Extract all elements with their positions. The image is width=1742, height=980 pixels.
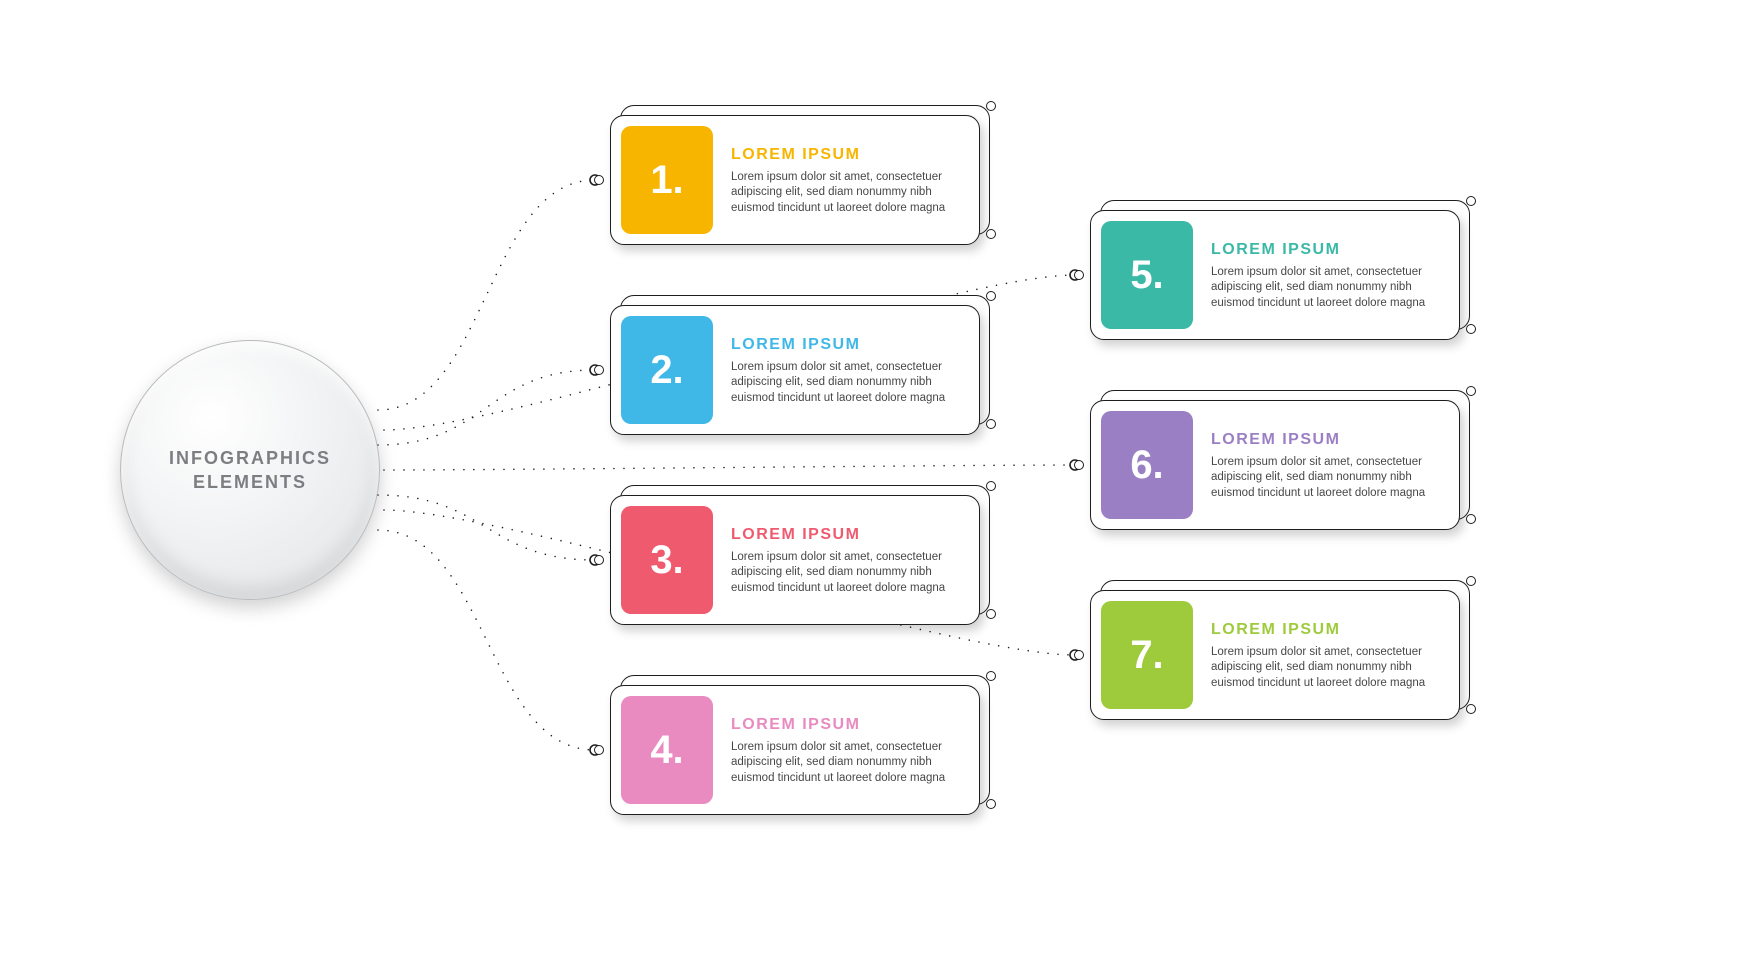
card-5: 5. LOREM IPSUM Lorem ipsum dolor sit amet,… — [1090, 210, 1460, 350]
card-body: LOREM IPSUM Lorem ipsum dolor sit amet, c… — [713, 116, 979, 244]
card-corner-dot-icon — [986, 101, 996, 111]
card-corner-dot-icon — [1466, 576, 1476, 586]
card-number-badge: 2. — [621, 316, 713, 424]
card-corner-dot-icon — [986, 419, 996, 429]
card-corner-dot-icon — [986, 291, 996, 301]
card-2: 2. LOREM IPSUM Lorem ipsum dolor sit amet,… — [610, 305, 980, 445]
card-corner-dot-icon — [986, 481, 996, 491]
connector-endpoint-icon — [1074, 650, 1084, 660]
card-6: 6. LOREM IPSUM Lorem ipsum dolor sit amet,… — [1090, 400, 1460, 540]
card-number-badge: 1. — [621, 126, 713, 234]
card-corner-dot-icon — [1466, 324, 1476, 334]
card-number-badge: 6. — [1101, 411, 1193, 519]
card-body: LOREM IPSUM Lorem ipsum dolor sit amet, c… — [713, 686, 979, 814]
card-desc: Lorem ipsum dolor sit amet, consectetuer… — [1211, 455, 1443, 502]
card-corner-dot-icon — [986, 799, 996, 809]
card-front: 5. LOREM IPSUM Lorem ipsum dolor sit amet,… — [1090, 210, 1460, 340]
card-front: 3. LOREM IPSUM Lorem ipsum dolor sit amet,… — [610, 495, 980, 625]
card-front: 7. LOREM IPSUM Lorem ipsum dolor sit amet,… — [1090, 590, 1460, 720]
card-front: 6. LOREM IPSUM Lorem ipsum dolor sit amet,… — [1090, 400, 1460, 530]
card-corner-dot-icon — [1466, 514, 1476, 524]
card-number-badge: 5. — [1101, 221, 1193, 329]
connector-endpoint-icon — [1074, 270, 1084, 280]
card-7: 7. LOREM IPSUM Lorem ipsum dolor sit amet,… — [1090, 590, 1460, 730]
card-body: LOREM IPSUM Lorem ipsum dolor sit amet, c… — [713, 496, 979, 624]
card-body: LOREM IPSUM Lorem ipsum dolor sit amet, c… — [1193, 591, 1459, 719]
card-body: LOREM IPSUM Lorem ipsum dolor sit amet, c… — [1193, 401, 1459, 529]
card-4: 4. LOREM IPSUM Lorem ipsum dolor sit amet,… — [610, 685, 980, 825]
card-desc: Lorem ipsum dolor sit amet, consectetuer… — [1211, 265, 1443, 312]
connector-endpoint-icon — [594, 175, 604, 185]
card-desc: Lorem ipsum dolor sit amet, consectetuer… — [1211, 645, 1443, 692]
connector-endpoint-icon — [1074, 460, 1084, 470]
card-title: LOREM IPSUM — [1211, 431, 1443, 449]
card-number-badge: 7. — [1101, 601, 1193, 709]
card-title: LOREM IPSUM — [731, 336, 963, 354]
card-title: LOREM IPSUM — [1211, 621, 1443, 639]
card-title: LOREM IPSUM — [731, 146, 963, 164]
card-title: LOREM IPSUM — [1211, 241, 1443, 259]
card-front: 1. LOREM IPSUM Lorem ipsum dolor sit amet,… — [610, 115, 980, 245]
card-body: LOREM IPSUM Lorem ipsum dolor sit amet, c… — [713, 306, 979, 434]
card-corner-dot-icon — [986, 229, 996, 239]
infographic-canvas: INFOGRAPHICSELEMENTS 1. LOREM IPSUM Lorem … — [0, 0, 1742, 980]
card-front: 4. LOREM IPSUM Lorem ipsum dolor sit amet,… — [610, 685, 980, 815]
connector-endpoint-icon — [594, 745, 604, 755]
card-desc: Lorem ipsum dolor sit amet, consectetuer… — [731, 550, 963, 597]
connector-endpoint-icon — [594, 555, 604, 565]
card-title: LOREM IPSUM — [731, 526, 963, 544]
card-corner-dot-icon — [1466, 386, 1476, 396]
card-body: LOREM IPSUM Lorem ipsum dolor sit amet, c… — [1193, 211, 1459, 339]
card-corner-dot-icon — [986, 609, 996, 619]
card-corner-dot-icon — [1466, 704, 1476, 714]
card-corner-dot-icon — [986, 671, 996, 681]
card-desc: Lorem ipsum dolor sit amet, consectetuer… — [731, 360, 963, 407]
card-title: LOREM IPSUM — [731, 716, 963, 734]
card-number-badge: 3. — [621, 506, 713, 614]
card-number-badge: 4. — [621, 696, 713, 804]
card-3: 3. LOREM IPSUM Lorem ipsum dolor sit amet,… — [610, 495, 980, 635]
center-circle: INFOGRAPHICSELEMENTS — [120, 340, 380, 600]
center-label: INFOGRAPHICSELEMENTS — [169, 446, 331, 495]
connector-endpoint-icon — [594, 365, 604, 375]
card-front: 2. LOREM IPSUM Lorem ipsum dolor sit amet,… — [610, 305, 980, 435]
card-desc: Lorem ipsum dolor sit amet, consectetuer… — [731, 740, 963, 787]
card-desc: Lorem ipsum dolor sit amet, consectetuer… — [731, 170, 963, 217]
card-1: 1. LOREM IPSUM Lorem ipsum dolor sit amet,… — [610, 115, 980, 255]
card-corner-dot-icon — [1466, 196, 1476, 206]
